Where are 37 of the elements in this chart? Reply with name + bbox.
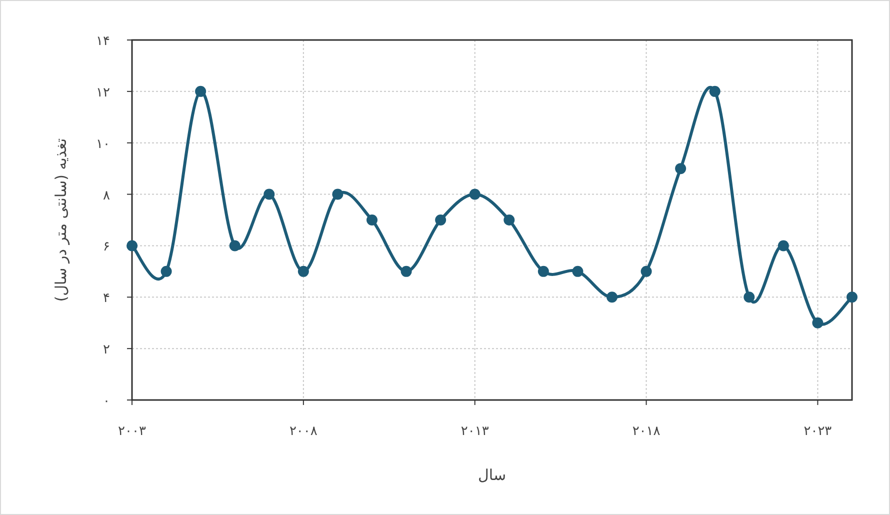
point bbox=[469, 188, 480, 200]
x-axis-title: سال bbox=[478, 466, 506, 484]
point bbox=[298, 266, 309, 277]
y-tick-label: ۶ bbox=[103, 240, 110, 255]
point bbox=[606, 292, 618, 303]
point bbox=[675, 163, 686, 174]
point bbox=[812, 317, 824, 328]
y-tick-label: ۲ bbox=[103, 342, 110, 358]
point bbox=[229, 240, 240, 252]
y-tick-label: ۱۴ bbox=[96, 34, 110, 49]
point bbox=[366, 214, 378, 226]
y-tick-label: ۰ bbox=[103, 394, 110, 409]
point bbox=[778, 240, 789, 252]
point bbox=[744, 292, 755, 303]
y-tick-label: ۸ bbox=[103, 188, 110, 204]
y-tick-label: ۱۰ bbox=[96, 136, 110, 152]
point bbox=[160, 266, 172, 277]
x-tick-label: ۲۰۲۳ bbox=[804, 424, 832, 439]
x-tick-label: ۲۰۰۳ bbox=[118, 424, 146, 439]
point bbox=[709, 86, 720, 97]
point bbox=[195, 86, 206, 97]
point bbox=[846, 292, 858, 303]
point bbox=[264, 188, 275, 200]
y-tick-label: ۴ bbox=[103, 291, 110, 306]
point bbox=[400, 266, 412, 277]
point bbox=[640, 266, 652, 277]
point bbox=[332, 188, 344, 200]
y-tick-label: ۱۲ bbox=[96, 85, 110, 100]
point bbox=[572, 266, 584, 277]
point bbox=[504, 214, 515, 226]
point bbox=[126, 240, 138, 252]
point bbox=[435, 214, 446, 226]
point bbox=[538, 266, 549, 277]
x-tick-label: ۲۰۰۸ bbox=[289, 424, 318, 439]
x-tick-label: ۲۰۱۳ bbox=[460, 424, 489, 439]
y-axis-title: تغذیه (سانتی متر در سال) bbox=[52, 138, 70, 302]
x-tick-label: ۲۰۱۸ bbox=[632, 424, 660, 439]
